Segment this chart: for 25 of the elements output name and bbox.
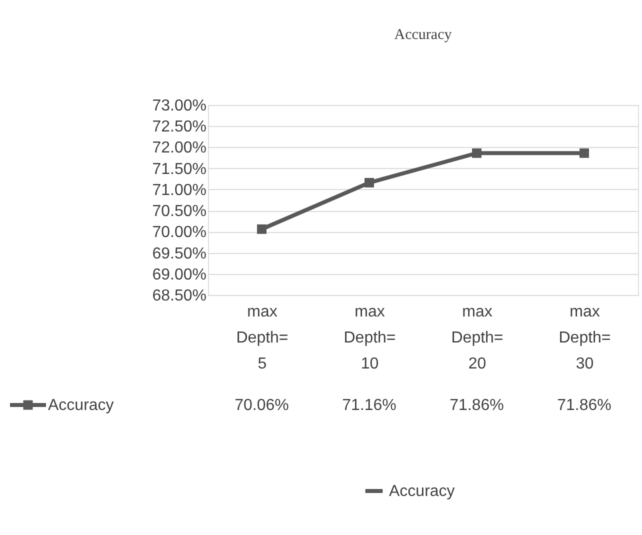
- point: [257, 224, 266, 234]
- point: [580, 148, 589, 158]
- x-tick-label: max Depth= 20: [451, 304, 504, 372]
- y-tick-label: 71.50%: [152, 160, 206, 178]
- x-tick-label: max Depth= 5: [236, 304, 288, 372]
- y-tick-label: 69.00%: [152, 266, 206, 284]
- y-tick-label: 72.00%: [152, 140, 206, 157]
- data-label: 71.86%: [557, 397, 612, 414]
- point: [472, 148, 482, 158]
- y-tick-label: 70.50%: [152, 203, 206, 220]
- y-tick-label: 68.50%: [152, 288, 206, 304]
- x-tick-label: max Depth= 10: [344, 304, 396, 372]
- chart-title: Accuracy: [394, 27, 452, 43]
- legend-label: Accuracy: [48, 397, 114, 414]
- y-tick-label: 70.00%: [152, 224, 206, 242]
- point: [364, 178, 374, 188]
- data-label: 70.06%: [234, 397, 289, 414]
- y-tick-label: 71.00%: [152, 182, 206, 199]
- data-label: 71.86%: [450, 397, 504, 414]
- data-label: 71.16%: [342, 397, 396, 414]
- y-tick-label: 72.50%: [152, 118, 206, 136]
- y-tick-label: 73.00%: [152, 98, 206, 114]
- y-tick-label: 69.50%: [152, 245, 206, 262]
- x-tick-label: max Depth= 30: [558, 304, 611, 372]
- text: Accuracy: [389, 483, 455, 500]
